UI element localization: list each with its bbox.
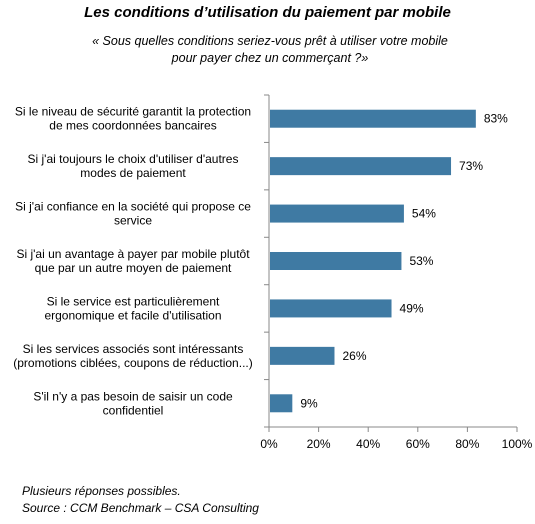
category-label: S'il n'y a pas besoin de saisir un code c… [33, 389, 233, 417]
bar [270, 157, 452, 176]
category-label: Si j'ai confiance en la société qui prop… [15, 200, 251, 228]
bar [270, 394, 293, 413]
x-tick-label: 0% [260, 437, 278, 451]
data-label: 49% [400, 301, 424, 315]
category-label: Si le service est particulièrement ergono… [44, 294, 221, 322]
bar [270, 299, 392, 318]
x-tick-label: 100% [502, 437, 533, 451]
chart-subtitle: « Sous quelles conditions seriez-vous pr… [92, 34, 448, 65]
footnote-multiple-answers: Plusieurs réponses possibles. [22, 484, 181, 498]
footnote-source: Source : CCM Benchmark – CSA Consulting [22, 501, 259, 515]
data-label: 83% [484, 112, 508, 126]
x-tick-label: 80% [455, 437, 479, 451]
data-label: 73% [459, 159, 483, 173]
data-label: 54% [412, 207, 436, 221]
category-label: Si les services associés sont intéressan… [13, 342, 252, 370]
category-label: Si j'ai toujours le choix d'utiliser d'a… [28, 152, 239, 180]
data-label: 9% [300, 396, 318, 410]
x-tick-label: 40% [356, 437, 380, 451]
category-label: Si j'ai un avantage à payer par mobile p… [16, 247, 250, 275]
chart-title: Les conditions d’utilisation du paiement… [84, 4, 451, 21]
x-tick-label: 60% [406, 437, 430, 451]
data-label: 26% [342, 349, 366, 363]
bar [270, 346, 335, 365]
category-label: Si le niveau de sécurité garantit la pro… [15, 105, 251, 133]
bar [270, 252, 402, 270]
data-label: 53% [409, 254, 433, 268]
bar [270, 204, 404, 223]
bar [270, 109, 476, 128]
x-tick-label: 20% [307, 437, 331, 451]
